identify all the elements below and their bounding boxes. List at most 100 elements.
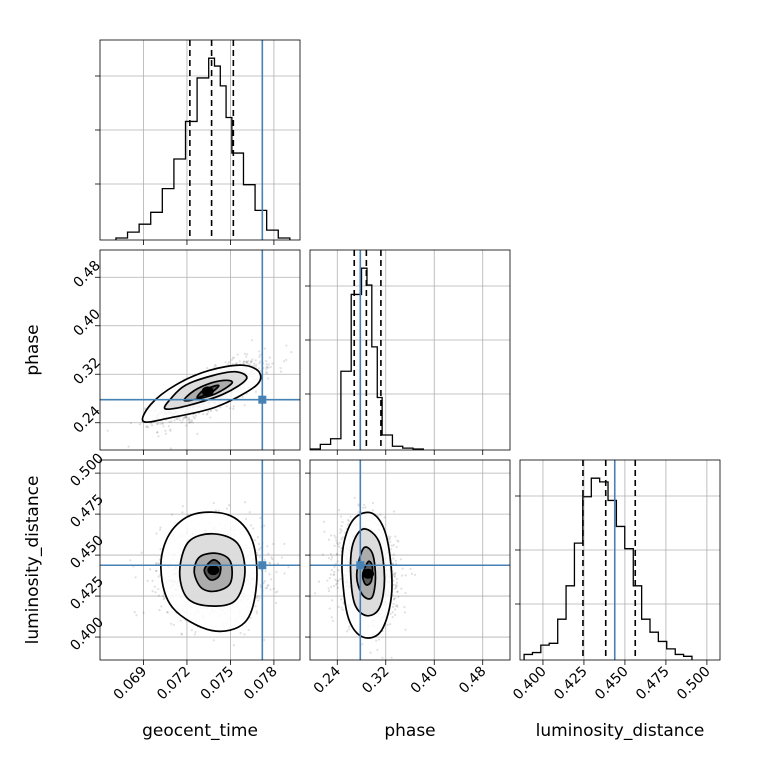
sample-point [257,542,261,546]
sample-point [410,572,414,575]
sample-point [196,432,199,435]
sample-point [170,513,174,516]
sample-point [151,579,154,582]
axes-frame [99,39,301,241]
sample-point [249,361,252,364]
sample-point [258,353,262,357]
sample-point [232,356,235,359]
y-tick-label: 0.24 [70,403,103,436]
sample-point [263,524,266,527]
y-axis-label-luminosity_distance: luminosity_distance [23,476,43,645]
sample-point [225,405,228,408]
sample-point [395,577,398,580]
sample-point [172,623,175,626]
sample-point [339,577,342,581]
x-tick-label: 0.48 [456,664,489,697]
sample-point [263,638,266,642]
sample-point [243,633,246,636]
sample-point [169,447,172,450]
sample-point [257,367,261,370]
sample-point [265,359,268,363]
sample-point [274,601,278,605]
sample-point [243,352,246,355]
sample-point [187,416,191,420]
axes-frame [519,459,721,661]
y-tick-label: 0.48 [70,258,103,291]
sample-point [267,377,270,380]
sample-point [383,516,386,519]
sample-point [341,536,344,539]
sample-point [404,591,407,595]
sample-point [397,540,400,543]
sample-point [251,358,254,361]
sample-point [339,531,342,534]
x-tick-label: 0.450 [592,664,632,704]
sample-point [336,543,340,546]
sample-point [242,360,245,364]
sample-point [403,611,406,614]
sample-point [389,540,392,543]
sample-point [213,363,217,367]
sample-point [285,344,288,347]
axes-frame [99,459,301,661]
sample-point [169,429,172,432]
sample-point [266,365,269,368]
sample-point [138,423,142,426]
axes-frame [99,249,301,451]
sample-point [392,544,395,547]
sample-point [272,587,275,590]
sample-point [170,420,173,423]
sample-point [283,572,286,575]
sample-point [166,611,169,614]
sample-point [161,595,165,598]
sample-point [336,582,339,585]
sample-point [393,575,397,578]
scatter-panel-phase-luminosity_distance: 0.24 0.32 0.40 0.48 [305,459,511,697]
sample-point [335,583,338,586]
y-tick-label: 0.40 [70,306,103,339]
sample-point [179,619,182,622]
sample-point [243,360,246,363]
sample-point [389,612,392,615]
sample-point [396,590,399,593]
sample-point [361,643,364,646]
sample-point [269,365,272,369]
sample-point [256,595,259,598]
sample-point [270,556,273,559]
sample-point [353,496,356,499]
sample-point [232,405,235,408]
sample-point [209,409,213,413]
sample-point [217,509,221,512]
sample-point [331,619,335,623]
y-tick-label: 0.500 [67,450,107,490]
sample-point [393,574,396,577]
sample-point [248,511,251,514]
sample-point [255,551,258,554]
sample-point [331,599,334,602]
sample-point [166,611,169,614]
sample-point [345,630,349,633]
sample-point [129,559,132,562]
sample-point [340,538,343,541]
sample-point [290,351,293,354]
sample-point [394,559,397,562]
truth-marker [258,561,267,570]
sample-point [258,360,262,363]
sample-point [242,362,245,365]
sample-point [241,395,244,398]
sample-point [255,596,258,600]
scatter-panel-geocent_time-phase-plot-area [100,250,300,450]
sample-point [153,585,156,588]
sample-point [227,503,231,507]
sample-point [340,525,343,528]
sample-point [205,367,209,370]
x-tick-label: 0.075 [198,664,238,704]
sample-point [133,611,136,614]
sample-point [175,418,178,421]
sample-point [334,536,337,539]
contour-level-3 [163,370,248,411]
sample-point [214,364,218,367]
sample-point [327,587,330,590]
sample-point [364,506,367,509]
sample-point [146,426,150,429]
